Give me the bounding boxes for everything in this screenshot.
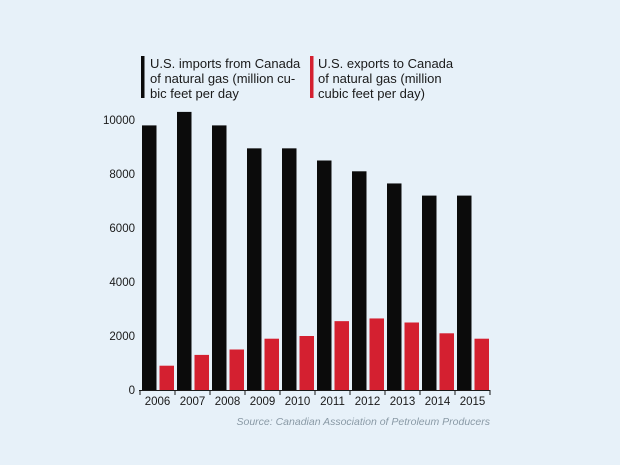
x-tick-label: 2006: [145, 396, 171, 408]
bar-exports-2009: [264, 338, 279, 390]
y-axis: 10000 8000 6000 4000 2000 0: [103, 115, 135, 397]
legend-label-exports-line-3: cubic feet per day): [318, 86, 425, 101]
bar-imports-2008: [212, 125, 227, 391]
x-tick-label: 2008: [215, 396, 241, 408]
x-tick-label: 2009: [250, 396, 276, 408]
bar-exports-2006: [159, 365, 174, 390]
legend-swatch-exports: [310, 56, 314, 98]
bar-imports-2014: [422, 195, 437, 390]
legend: U.S. imports from Canada of natural gas …: [141, 56, 454, 101]
y-tick-label: 6000: [109, 223, 135, 235]
x-tick-label: 2012: [355, 396, 381, 408]
bar-imports-2007: [177, 111, 192, 391]
x-tick-label: 2015: [460, 396, 486, 408]
x-tick-label: 2007: [180, 396, 206, 408]
legend-label-imports-line-2: of natural gas (million cu-: [150, 71, 295, 86]
y-tick-label: 0: [129, 385, 135, 397]
bar-imports-2009: [247, 148, 262, 390]
legend-item-imports: U.S. imports from Canada of natural gas …: [141, 56, 301, 101]
bars: [142, 111, 489, 391]
bar-exports-2014: [439, 333, 454, 390]
bar-exports-2008: [229, 349, 244, 390]
x-tick-label: 2014: [425, 396, 451, 408]
x-tick-label: 2013: [390, 396, 416, 408]
legend-label-imports-line-1: U.S. imports from Canada: [150, 56, 301, 71]
bar-exports-2011: [334, 321, 349, 390]
bar-exports-2007: [194, 354, 209, 390]
x-tick-label: 2010: [285, 396, 311, 408]
bar-exports-2010: [299, 336, 314, 390]
y-tick-label: 10000: [103, 115, 135, 127]
y-tick-label: 4000: [109, 277, 135, 289]
bar-imports-2011: [317, 160, 332, 390]
bar-exports-2015: [474, 338, 489, 390]
x-axis: 2006 2007 2008 2009 2010 2011 2012 2013 2014 2015: [139, 390, 491, 408]
legend-item-exports: U.S. exports to Canada of natural gas (m…: [310, 56, 454, 101]
legend-label-imports-line-3: bic feet per day: [150, 86, 239, 101]
bar-exports-2012: [369, 318, 384, 390]
legend-label-exports-line-2: of natural gas (million: [318, 71, 442, 86]
x-tick-label: 2011: [320, 396, 345, 408]
y-tick-label: 8000: [109, 169, 135, 181]
y-tick-label: 2000: [109, 331, 135, 343]
bar-imports-2010: [282, 148, 297, 390]
legend-swatch-imports: [141, 56, 145, 98]
bar-imports-2013: [387, 183, 402, 390]
bar-imports-2006: [142, 125, 157, 391]
bar-exports-2013: [404, 322, 419, 390]
legend-label-exports-line-1: U.S. exports to Canada: [318, 56, 454, 71]
source-note: Source: Canadian Association of Petroleu…: [237, 416, 491, 428]
bar-imports-2012: [352, 171, 367, 390]
bar-imports-2015: [457, 195, 472, 390]
